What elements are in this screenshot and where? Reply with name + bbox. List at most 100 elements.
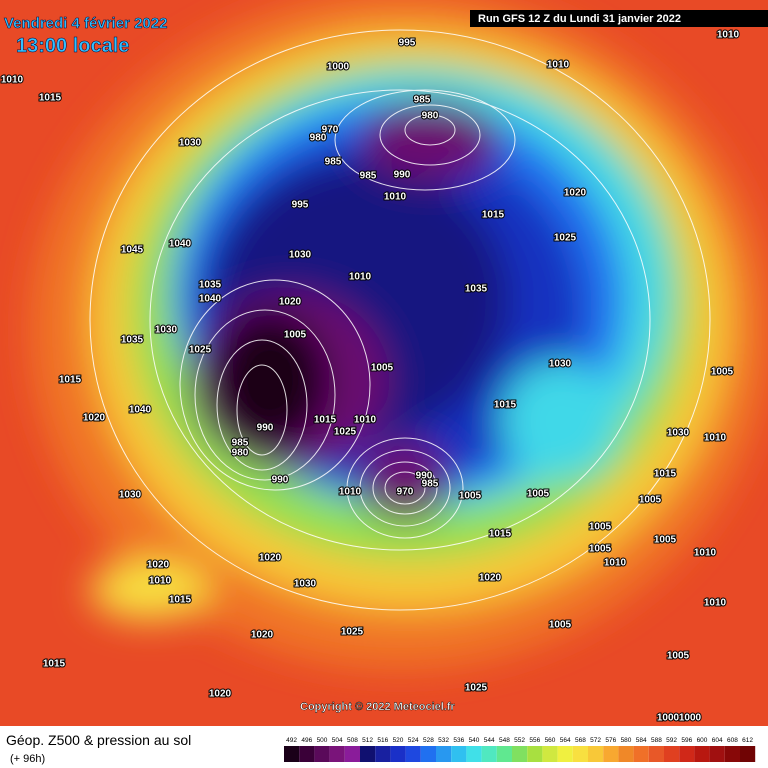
- isobar-label: 1005: [711, 367, 734, 378]
- isobar-label: 1005: [284, 330, 307, 341]
- legend-label: 532: [438, 737, 449, 744]
- isobars: [89, 29, 711, 611]
- isobar-label: 1020: [209, 689, 232, 700]
- isobar-label: 1035: [199, 280, 222, 291]
- isobar-label: 1030: [549, 359, 572, 370]
- legend-label: 492: [286, 737, 297, 744]
- legend-swatch: [329, 746, 345, 762]
- isobar-label: 980: [232, 448, 249, 459]
- date: Vendredi 4 février 2022: [4, 15, 167, 32]
- legend-label: 508: [347, 737, 358, 744]
- isobar-label: 995: [292, 200, 309, 211]
- legend-label: 560: [545, 737, 556, 744]
- isobar-label: 1020: [83, 413, 106, 424]
- legend-swatch: [618, 746, 634, 762]
- legend-swatch: [679, 746, 695, 762]
- isobar-label: 1015: [482, 210, 505, 221]
- legend-label: 588: [651, 737, 662, 744]
- color-legend: 492 496 500 504 508 512 516 520 524 528 532 536 540 5…: [284, 737, 756, 762]
- isobar-label: 970: [397, 487, 414, 498]
- isobar-label: 1015: [43, 659, 66, 670]
- isobar-label: 1010: [349, 272, 372, 283]
- isobar-label: 1040: [129, 405, 152, 416]
- isobar-label: 1025: [189, 345, 212, 356]
- legend-label: 584: [636, 737, 647, 744]
- isobar-label: 1010: [149, 576, 172, 587]
- isobar-label: 1010: [717, 30, 740, 41]
- isobar-label: 1025: [465, 683, 488, 694]
- legend-swatch: [375, 746, 391, 762]
- legend-label: 568: [575, 737, 586, 744]
- legend-swatch: [603, 746, 619, 762]
- isobar-label: 1010: [704, 598, 727, 609]
- isobar-label: 1015: [314, 415, 337, 426]
- legend-label: 592: [666, 737, 677, 744]
- footer-lead: (+ 96h): [10, 753, 45, 765]
- legend-label: 500: [317, 737, 328, 744]
- legend-swatch: [466, 746, 482, 762]
- legend-label: 564: [560, 737, 571, 744]
- isobar-label: 1010: [384, 192, 407, 203]
- isobar-label: 990: [394, 170, 411, 181]
- legend-label: 604: [712, 737, 723, 744]
- isobar-label: 1010: [547, 60, 570, 71]
- isobar-label: 1010: [1, 75, 24, 86]
- legend-label: 512: [362, 737, 373, 744]
- run-info: Run GFS 12 Z du Lundi 31 janvier 2022: [478, 13, 681, 25]
- isobar-label: 1005: [589, 544, 612, 555]
- legend-label: 556: [529, 737, 540, 744]
- isobar-label: 985: [414, 95, 431, 106]
- legend-label: 516: [377, 737, 388, 744]
- isobar-label: 1025: [554, 233, 577, 244]
- isobar-label: 1030: [667, 428, 690, 439]
- isobar-label: 1015: [654, 469, 677, 480]
- legend-swatch: [496, 746, 512, 762]
- isobar-label: 1005: [549, 620, 572, 631]
- legend-swatch: [405, 746, 421, 762]
- isobar-label: 980: [310, 133, 327, 144]
- isobar-label: 1020: [479, 573, 502, 584]
- isobar-label: 1025: [341, 627, 364, 638]
- legend-swatch: [648, 746, 664, 762]
- legend-swatch: [360, 746, 376, 762]
- isobar-label: 990: [272, 475, 289, 486]
- isobar-label: 1005: [667, 651, 690, 662]
- legend-swatch: [542, 746, 558, 762]
- isobar-label: 1005: [527, 489, 550, 500]
- isobar-label: 1010: [339, 487, 362, 498]
- legend-swatch: [724, 746, 740, 762]
- isobar-label: 1000: [679, 713, 702, 724]
- legend-swatch: [664, 746, 680, 762]
- legend-label: 524: [408, 737, 419, 744]
- legend-swatch: [299, 746, 315, 762]
- legend-label: 520: [393, 737, 404, 744]
- legend-swatch: [390, 746, 406, 762]
- isobar-label: 995: [399, 38, 416, 49]
- legend-label: 540: [469, 737, 480, 744]
- isobar-label: 970: [322, 125, 339, 136]
- legend-label: 552: [514, 737, 525, 744]
- legend-label: 504: [332, 737, 343, 744]
- legend-label: 608: [727, 737, 738, 744]
- legend-swatch: [572, 746, 588, 762]
- isobar-label: 1035: [465, 284, 488, 295]
- legend-swatch: [314, 746, 330, 762]
- isobar-label: 1015: [59, 375, 82, 386]
- copyright: Copyright © 2022 Meteociel.fr: [300, 701, 456, 713]
- legend-swatch: [694, 746, 710, 762]
- legend-swatch: [557, 746, 573, 762]
- legend-label: 496: [301, 737, 312, 744]
- legend-swatch: [740, 746, 756, 762]
- isobar-label: 990: [416, 471, 433, 482]
- legend-swatch: [284, 746, 300, 762]
- time: 13:00 locale: [16, 35, 129, 57]
- isobar-label: 1030: [294, 579, 317, 590]
- isobar-label: 1015: [494, 400, 517, 411]
- legend-swatch: [709, 746, 725, 762]
- isobar-label: 1015: [489, 529, 512, 540]
- legend-label: 596: [681, 737, 692, 744]
- isobar-label: 1030: [119, 490, 142, 501]
- legend-swatch: [512, 746, 528, 762]
